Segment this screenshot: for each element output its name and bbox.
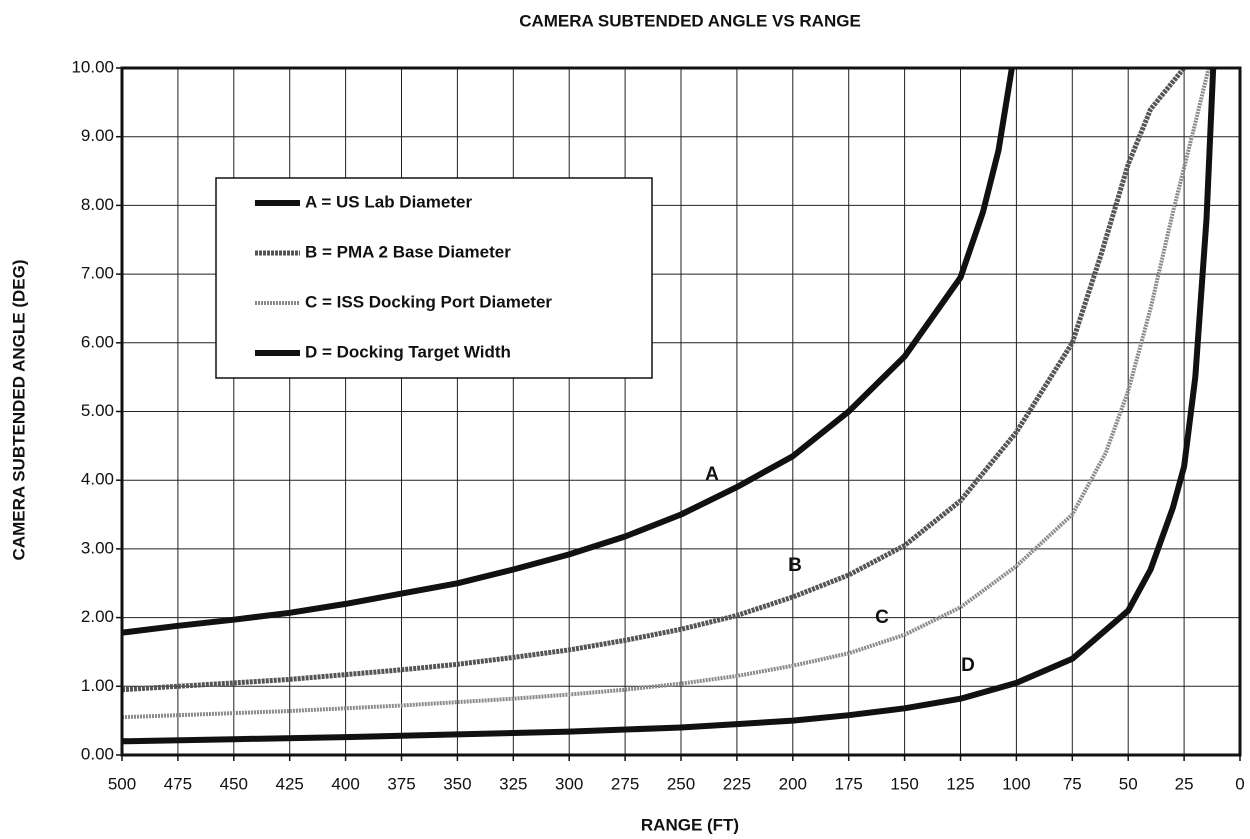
x-tick-label: 125 [946,774,974,793]
y-tick-label: 7.00 [81,264,114,283]
x-tick-label: 75 [1063,774,1082,793]
x-tick-label: 0 [1235,774,1244,793]
curve-label: A [705,464,719,485]
x-tick-label: 100 [1002,774,1030,793]
lines [121,66,1217,745]
x-tick-label: 500 [108,774,136,793]
legend-label: C = ISS Docking Port Diameter [305,292,552,311]
y-tick-label: 0.00 [81,744,114,763]
y-tick-label: 1.00 [81,676,114,695]
x-tick-label: 25 [1175,774,1194,793]
legend-label: D = Docking Target Width [305,342,511,361]
x-tick-label: 475 [164,774,192,793]
grid [116,67,1241,761]
x-tick-label: 450 [220,774,248,793]
y-tick-label: 3.00 [81,538,114,557]
x-tick-label: 50 [1119,774,1138,793]
legend-label: A = US Lab Diameter [305,192,472,211]
x-tick-label: 400 [331,774,359,793]
x-tick-label: 275 [611,774,639,793]
x-tick-label: 250 [667,774,695,793]
x-tick-label: 150 [890,774,918,793]
y-tick-label: 6.00 [81,332,114,351]
x-tick-label: 325 [499,774,527,793]
legend-label: B = PMA 2 Base Diameter [305,242,511,261]
curve-label: B [788,555,802,576]
plot-frame [120,66,1242,757]
x-tick-label: 350 [443,774,471,793]
legend: A = US Lab Diameter B = PMA 2 Base Diamet… [215,177,653,379]
curve-label: C [875,607,889,628]
series-line [121,67,1217,745]
x-tick-label: 225 [723,774,751,793]
y-tick-label: 8.00 [81,195,114,214]
x-tick-label: 200 [779,774,807,793]
series-line [121,67,1211,720]
y-tick-label: 4.00 [81,470,114,489]
y-tick-label: 5.00 [81,401,114,420]
y-tick-label: 9.00 [81,126,114,145]
legend-box [215,177,653,379]
y-tick-label: 2.00 [81,607,114,626]
x-axis-label: RANGE (FT) [641,815,739,834]
chart-title: CAMERA SUBTENDED ANGLE VS RANGE [519,11,861,30]
x-tick-label: 175 [835,774,863,793]
y-tick-label: 10.00 [71,57,114,76]
y-axis-label: CAMERA SUBTENDED ANGLE (DEG) [9,260,28,561]
x-tick-label: 375 [387,774,415,793]
curve-label: D [961,655,975,676]
series-line [121,66,1187,693]
x-tick-label: 300 [555,774,583,793]
x-tick-label: 425 [276,774,304,793]
series-line [121,67,1015,636]
